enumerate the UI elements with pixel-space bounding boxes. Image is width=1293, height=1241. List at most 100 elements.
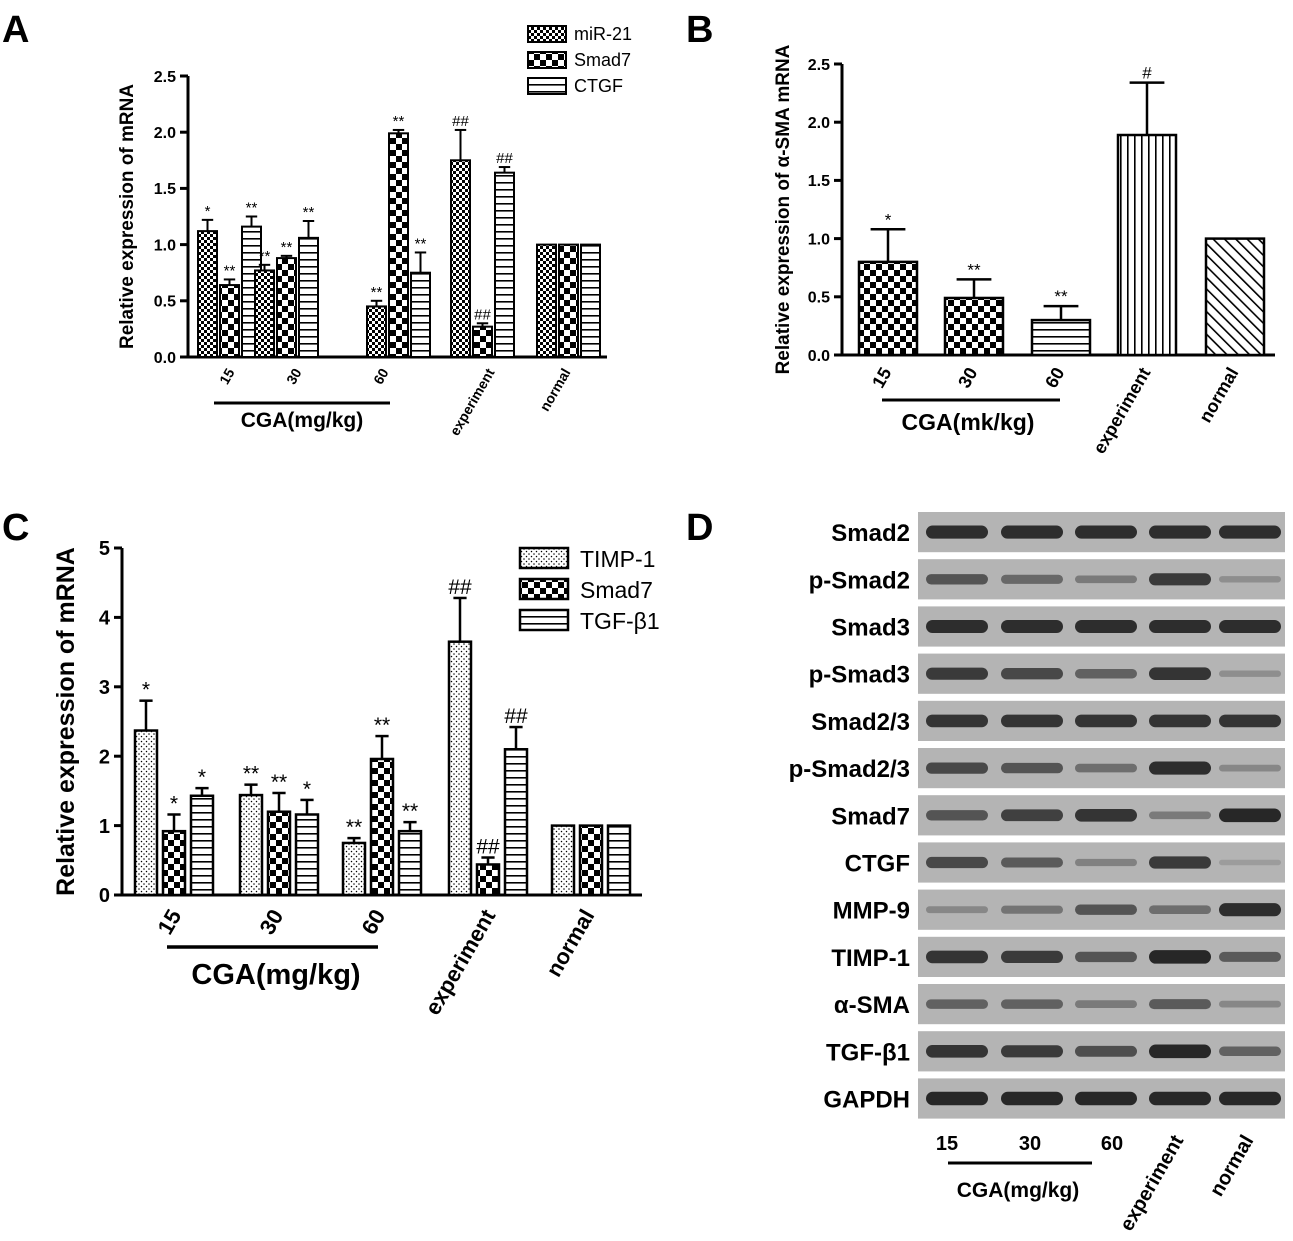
y-axis-title: Relative expression of α-SMA mRNA (773, 44, 794, 374)
blot-band (1075, 575, 1137, 584)
bar (558, 243, 579, 359)
significance-label: ** (374, 714, 390, 737)
significance-label: * (885, 210, 892, 229)
blot-band (1149, 999, 1211, 1010)
legend-swatch (527, 51, 567, 69)
y-tick-label: 0.5 (154, 294, 176, 311)
bar (219, 284, 240, 358)
blot-band (926, 1091, 988, 1106)
bar (161, 829, 187, 897)
blot-band (1001, 905, 1063, 914)
blot-band (1001, 857, 1063, 868)
blot-band (1001, 619, 1063, 634)
x-tick-label: experiment (1089, 364, 1154, 457)
blot-band (1001, 668, 1063, 680)
x-tick-label: 15 (152, 905, 186, 939)
bar (857, 260, 919, 357)
significance-label: ** (1054, 287, 1068, 306)
bar (197, 230, 218, 358)
x-tick-label: normal (1195, 364, 1242, 426)
blot-band (1219, 670, 1281, 677)
blot-band (926, 525, 988, 539)
significance-label: ** (243, 763, 259, 786)
blot-band (1149, 573, 1211, 586)
group-label: CGA(mg/kg) (957, 1179, 1080, 1202)
blot-band (1001, 999, 1063, 1009)
significance-label: ** (346, 816, 362, 839)
significance-label: ## (452, 113, 469, 130)
significance-label: ** (393, 113, 405, 130)
blot-band (1149, 619, 1211, 634)
group-label: CGA(mk/kg) (902, 409, 1035, 435)
blot-row-label: Smad2/3 (811, 709, 910, 736)
y-axis-title: Relative expression of mRNA (52, 547, 80, 896)
blot-band (1075, 1045, 1137, 1057)
blot-band (1149, 714, 1211, 728)
y-tick-label: 0.5 (808, 290, 830, 307)
y-tick-label: 1.5 (808, 173, 830, 190)
significance-label: ## (504, 705, 528, 728)
blot-band (1149, 811, 1211, 820)
blot-row-label: TGF-β1 (826, 1039, 910, 1066)
x-tick-label: 30 (954, 364, 981, 391)
blot-row-label: Smad7 (831, 803, 910, 830)
bar (388, 132, 409, 358)
bar (341, 841, 367, 897)
bar (1204, 237, 1266, 357)
legend-label: Smad7 (574, 50, 631, 70)
y-tick-label: 1.5 (154, 181, 176, 198)
legend-label: CTGF (574, 76, 623, 96)
bar (580, 243, 601, 359)
legend-label: Smad7 (580, 577, 653, 603)
y-tick-label: 2.0 (808, 115, 830, 132)
bar (503, 748, 529, 897)
bar (475, 863, 501, 897)
blot-band (1075, 1000, 1137, 1008)
blot-row-label: p-Smad2/3 (789, 756, 910, 783)
bar (254, 269, 275, 358)
legend-label: TIMP-1 (580, 546, 655, 572)
bar (943, 296, 1005, 357)
blot-band (926, 856, 988, 869)
bar (238, 793, 264, 897)
x-tick-label: 30 (254, 905, 288, 939)
legend-swatch (527, 77, 567, 95)
bar (266, 810, 292, 897)
blot-band (1219, 1046, 1281, 1057)
significance-label: ** (402, 800, 418, 823)
significance-label: # (1142, 64, 1152, 83)
bar (276, 257, 297, 359)
lane-label: experiment (1116, 1131, 1189, 1235)
blot-row-label: GAPDH (823, 1087, 910, 1114)
x-tick-label: 30 (283, 365, 305, 387)
chart-a: 0.0 0.5 1.0 1.5 2.0 2.5 Relative expression of… (117, 24, 632, 438)
legend-swatch (527, 25, 567, 43)
blot-band (926, 714, 988, 728)
bar (294, 813, 320, 897)
bar (397, 829, 423, 897)
blot-band (926, 810, 988, 821)
y-tick-label: 2.5 (154, 69, 176, 86)
blot-band (1001, 762, 1063, 774)
significance-label: ** (281, 239, 293, 256)
bar (447, 640, 473, 897)
significance-label: ** (371, 284, 383, 301)
bar (472, 325, 493, 359)
y-tick-label: 4 (99, 608, 111, 630)
y-tick-label: 0.0 (154, 350, 176, 367)
blot-band (1219, 1091, 1281, 1106)
panel-letter-b: B (686, 9, 713, 51)
legend-label: TGF-β1 (580, 608, 660, 634)
y-tick-label: 3 (99, 677, 110, 699)
blot-row-label: TIMP-1 (831, 945, 910, 972)
bar (133, 729, 159, 897)
lane-label: 15 (936, 1133, 958, 1155)
y-tick-label: 2.5 (808, 57, 830, 74)
blot-band (1149, 1091, 1211, 1106)
blot-band (1001, 950, 1063, 963)
chart-b: 0.0 0.5 1.0 1.5 2.0 2.5 Relative expression of… (773, 44, 1275, 457)
legend-swatch (518, 577, 570, 601)
blot-band (1075, 619, 1137, 634)
blot-band (1149, 1044, 1211, 1059)
